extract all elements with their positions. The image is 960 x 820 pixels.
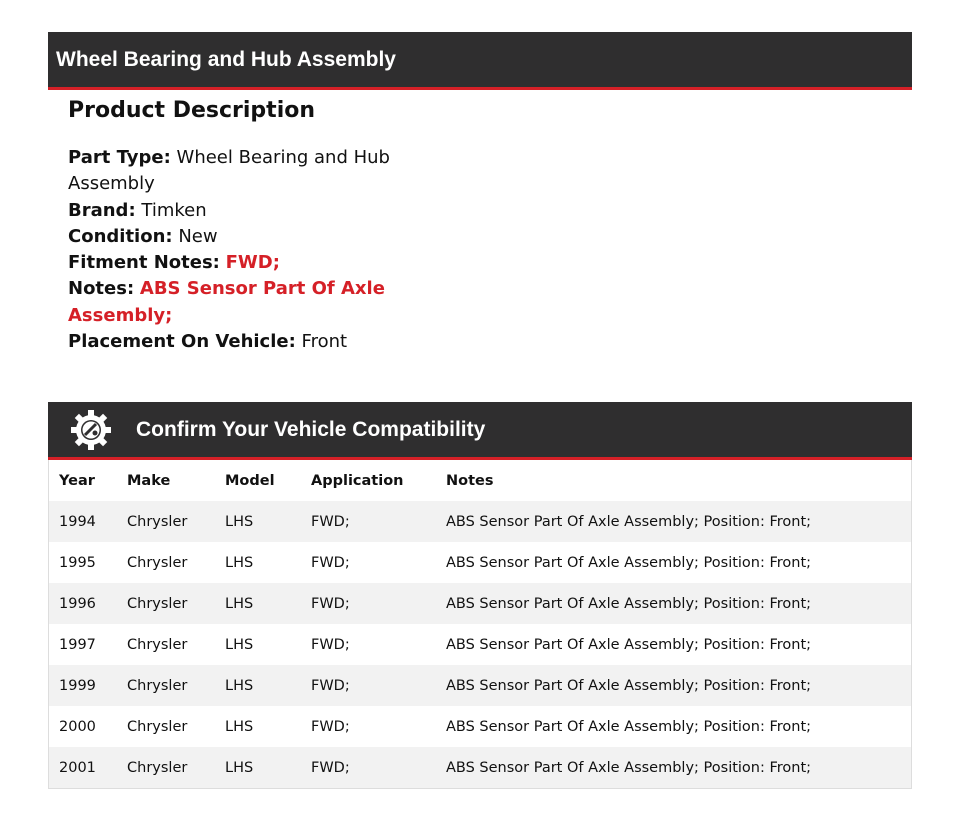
table-cell: 1994: [59, 513, 96, 530]
table-cell: FWD;: [311, 595, 350, 612]
table-cell: LHS: [225, 513, 254, 530]
table-cell: Chrysler: [127, 554, 188, 571]
table-cell: LHS: [225, 554, 254, 571]
table-cell: ABS Sensor Part Of Axle Assembly; Positi…: [446, 595, 812, 612]
table-cell: LHS: [225, 759, 254, 776]
table-cell: Chrysler: [127, 677, 188, 694]
column-header: Year: [59, 472, 95, 489]
table-cell: FWD;: [311, 759, 350, 776]
field-3: Fitment Notes: FWD;: [68, 250, 398, 276]
table-cell: ABS Sensor Part Of Axle Assembly; Positi…: [446, 636, 812, 653]
gear-wrench-icon: [71, 409, 111, 450]
field-value: Timken: [141, 199, 207, 221]
table-row: 1994 Chrysler LHS FWD; ABS Sensor Part Of Ax…: [48, 501, 912, 542]
field-value: Front: [301, 331, 348, 353]
field-label: Notes:: [68, 278, 135, 300]
table-cell: 2000: [59, 718, 96, 735]
table-row: 1997 Chrysler LHS FWD; ABS Sensor Part Of Ax…: [49, 624, 912, 665]
table-cell: FWD;: [311, 513, 350, 530]
table-cell: Chrysler: [127, 718, 188, 735]
table-cell: ABS Sensor Part Of Axle Assembly; Positi…: [446, 513, 812, 530]
field-value: Wheel Bearing and Hub Assembly: [68, 147, 390, 195]
description-heading: Product Description: [68, 98, 316, 123]
field-label: Brand:: [68, 199, 136, 221]
field-value: ABS Sensor Part Of Axle Assembly;: [68, 278, 385, 326]
compatibility-title-bar: Confirm Your Vehicle Compatibility: [48, 402, 912, 460]
table-cell: ABS Sensor Part Of Axle Assembly; Positi…: [446, 718, 812, 735]
field-label: Condition:: [68, 225, 173, 247]
table-cell: ABS Sensor Part Of Axle Assembly; Positi…: [446, 677, 812, 694]
field-5: Placement On Vehicle: Front: [68, 329, 398, 355]
field-label: Fitment Notes:: [68, 252, 220, 274]
column-header: Make: [127, 472, 171, 489]
table-cell: Chrysler: [127, 759, 188, 776]
table-cell: LHS: [225, 677, 254, 694]
field-value: FWD;: [225, 252, 280, 274]
table-cell: LHS: [225, 636, 254, 653]
field-2: Condition: New: [68, 224, 398, 250]
field-4: Notes: ABS Sensor Part Of Axle Assembly;: [68, 276, 398, 329]
field-label: Placement On Vehicle:: [68, 331, 296, 353]
column-header: Application: [311, 472, 404, 489]
product-description: Product Description Part Type: Wheel Bea…: [68, 96, 398, 355]
table-cell: 1997: [59, 636, 96, 653]
table-cell: Chrysler: [127, 595, 188, 612]
table-row: 1995 Chrysler LHS FWD; ABS Sensor Part Of Ax…: [49, 542, 912, 583]
field-0: Part Type: Wheel Bearing and Hub Assembl…: [68, 145, 398, 198]
field-1: Brand: Timken: [68, 198, 398, 224]
table-cell: 1995: [59, 554, 96, 571]
table-row: 2001 Chrysler LHS FWD; ABS Sensor Part Of Ax…: [48, 747, 912, 789]
table-cell: 2001: [59, 759, 96, 776]
product-title-bar: Wheel Bearing and Hub Assembly: [48, 32, 912, 90]
compatibility-table: Year Make Model Application Notes 1994 Chrysl…: [48, 460, 912, 789]
product-title: Wheel Bearing and Hub Assembly: [56, 47, 396, 71]
table-cell: ABS Sensor Part Of Axle Assembly; Positi…: [446, 759, 812, 776]
table-row: 1996 Chrysler LHS FWD; ABS Sensor Part Of Ax…: [48, 583, 912, 624]
table-cell: FWD;: [311, 677, 350, 694]
column-header: Model: [225, 472, 275, 489]
table-cell: 1996: [59, 595, 96, 612]
table-cell: FWD;: [311, 636, 350, 653]
table-cell: Chrysler: [127, 513, 188, 530]
table-cell: LHS: [225, 718, 254, 735]
field-label: Part Type:: [68, 147, 171, 168]
table-row: 2000 Chrysler LHS FWD; ABS Sensor Part Of Ax…: [49, 706, 912, 747]
table-row: 1999 Chrysler LHS FWD; ABS Sensor Part Of Ax…: [48, 665, 912, 706]
table-cell: Chrysler: [127, 636, 188, 653]
field-value: New: [178, 225, 218, 247]
table-cell: LHS: [225, 595, 254, 612]
table-cell: FWD;: [311, 718, 350, 735]
column-header: Notes: [446, 472, 494, 489]
table-cell: 1999: [59, 677, 96, 694]
compatibility-title: Confirm Your Vehicle Compatibility: [136, 417, 486, 441]
table-cell: FWD;: [311, 554, 350, 571]
table-cell: ABS Sensor Part Of Axle Assembly; Positi…: [446, 554, 812, 571]
